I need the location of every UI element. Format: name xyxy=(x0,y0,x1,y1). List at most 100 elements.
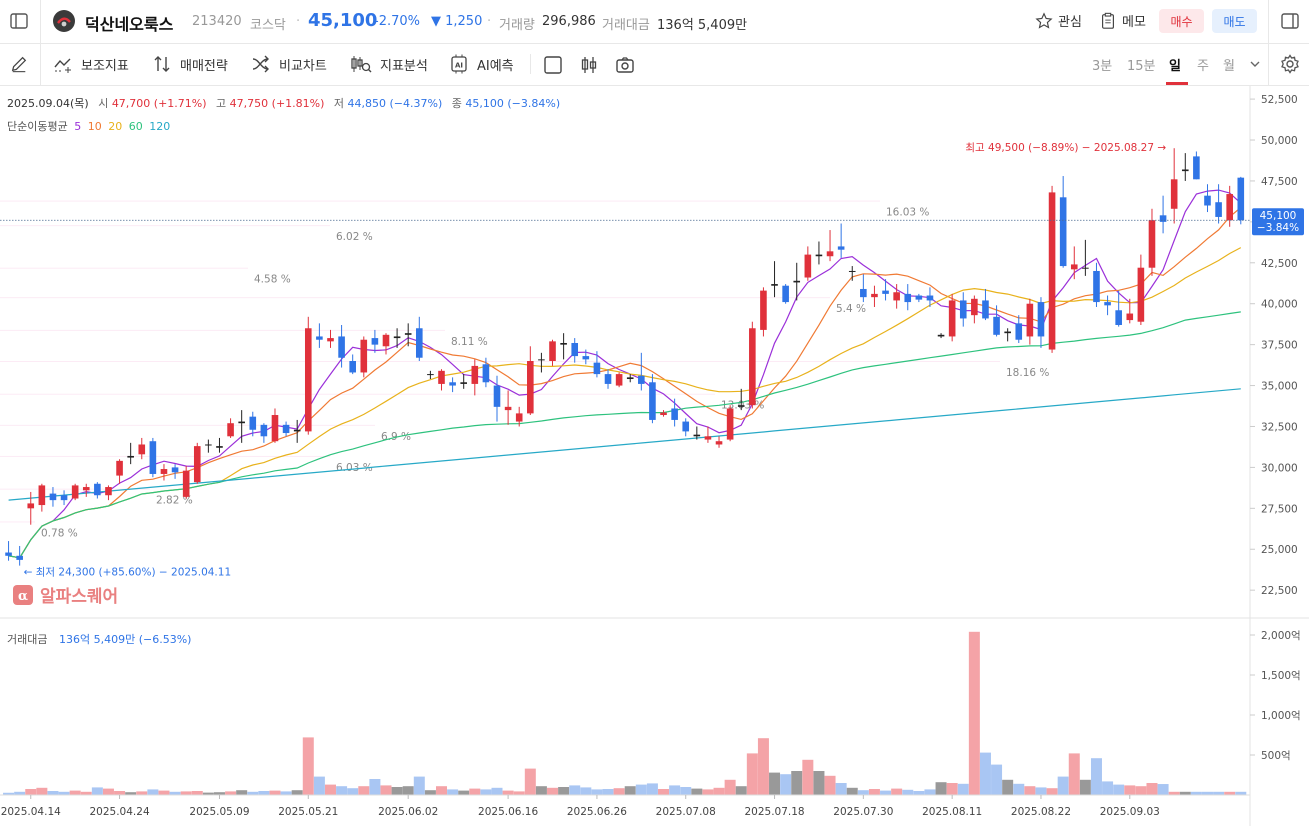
candle-body xyxy=(726,408,734,440)
volume-bar xyxy=(280,791,292,795)
ma120-label: 120 xyxy=(149,120,171,133)
ma20-line xyxy=(8,247,1242,559)
x-tick-label: 2025.06.26 xyxy=(567,806,627,818)
x-tick-label: 2025.07.08 xyxy=(656,806,716,818)
strategy-tool[interactable]: 매매전략 xyxy=(152,43,228,85)
volume-bar xyxy=(558,787,570,795)
watch-label: 관심 xyxy=(1058,15,1082,30)
volume-bar xyxy=(1013,783,1025,795)
volume-bar xyxy=(480,789,492,795)
memo-button[interactable]: 메모 xyxy=(1099,11,1146,30)
indicator-tool[interactable]: 보조지표 xyxy=(53,43,129,85)
candle-body xyxy=(249,416,257,430)
volume-bar xyxy=(691,788,703,795)
volume-bar xyxy=(1068,753,1080,795)
candle-body xyxy=(1137,267,1145,322)
ma120-line xyxy=(8,388,1241,501)
chevron-down-icon[interactable] xyxy=(1246,55,1264,73)
volume-profile-bar xyxy=(0,424,375,426)
candle-body xyxy=(94,483,101,496)
volume-bar xyxy=(757,738,769,795)
candle-body xyxy=(415,328,423,358)
volume-bar xyxy=(547,787,559,795)
trade-value-label: 거래대금 xyxy=(602,18,650,33)
candle-body xyxy=(1048,192,1056,350)
trade-value: 136억 5,409만 xyxy=(657,18,748,33)
candle-body xyxy=(948,300,956,337)
candle-body xyxy=(815,254,823,257)
volume-bar xyxy=(624,786,636,795)
volume-bar xyxy=(591,789,603,795)
watch-button[interactable]: 관심 xyxy=(1035,11,1082,30)
y-tick-label: 25,000 xyxy=(1261,544,1298,556)
checkbox-icon[interactable] xyxy=(542,54,564,76)
panel-toggle-icon[interactable] xyxy=(1279,10,1301,32)
candle-body xyxy=(882,290,889,294)
candle-body xyxy=(338,336,345,358)
x-tick-label: 2025.04.24 xyxy=(90,806,150,818)
y-tick-label: 47,500 xyxy=(1261,176,1298,188)
candle-body xyxy=(27,503,35,509)
volume-profile-label: 13.03 % xyxy=(721,400,764,412)
candle-body xyxy=(1070,264,1078,270)
candle-body xyxy=(538,359,545,361)
period-15min[interactable]: 15분 xyxy=(1127,58,1156,74)
candle-body xyxy=(804,254,812,278)
divider xyxy=(1268,43,1269,85)
candle-body xyxy=(1148,220,1156,268)
pencil-icon[interactable] xyxy=(8,53,30,75)
candle-body xyxy=(549,341,556,362)
candlestick-icon[interactable] xyxy=(578,54,600,76)
candle-body xyxy=(1004,331,1011,334)
volume-profile-label: 5.4 % xyxy=(836,303,866,315)
volume-bar xyxy=(746,753,758,795)
ma10-line xyxy=(8,207,1242,559)
divider xyxy=(530,54,531,74)
analysis-tool[interactable]: 지표분석 xyxy=(350,43,428,85)
volume-bar xyxy=(269,790,281,795)
ma-legend[interactable]: 단순이동평균 5 10 20 60 120 xyxy=(7,118,170,134)
gear-icon[interactable] xyxy=(1279,53,1301,75)
compare-tool[interactable]: 비교차트 xyxy=(251,43,327,85)
volume-bar xyxy=(580,787,592,795)
current-price-tag xyxy=(1252,208,1304,236)
camera-icon[interactable] xyxy=(614,54,636,76)
ai-forecast-tool[interactable]: AI AI예측 xyxy=(449,43,514,85)
period-month[interactable]: 월 xyxy=(1223,58,1235,74)
volume-bar xyxy=(813,771,825,795)
volume-bar xyxy=(391,787,403,795)
volume-bar xyxy=(169,791,181,795)
volume-profile-bar xyxy=(0,200,880,202)
current-price: 45,100 xyxy=(308,10,378,31)
candle-body xyxy=(749,328,756,406)
volume-profile-label: 0.78 % xyxy=(41,527,78,539)
y-tick-label: 40,000 xyxy=(1261,299,1298,311)
candle-body xyxy=(471,365,479,384)
volume-bar xyxy=(891,788,903,795)
candle-body xyxy=(649,382,656,420)
volume-bar xyxy=(80,791,92,795)
open-label: 시 xyxy=(98,97,109,110)
volume-profile-bar xyxy=(0,455,330,457)
period-week[interactable]: 주 xyxy=(1197,58,1209,74)
sidebar-toggle-icon[interactable] xyxy=(8,10,30,32)
volume-bar xyxy=(1090,758,1102,795)
low-annotation: ← 최저 24,300 (+85.60%) − 2025.04.11 xyxy=(24,567,232,579)
sell-button[interactable]: 매도 xyxy=(1212,9,1257,33)
x-tick-label: 2025.04.14 xyxy=(1,806,61,818)
candle-body xyxy=(382,334,390,347)
volume-bar xyxy=(358,786,370,795)
watermark-text: 알파스퀘어 xyxy=(40,587,119,607)
candle-body xyxy=(1170,179,1178,209)
volume-bar xyxy=(1046,788,1058,795)
volume-bar xyxy=(147,789,159,795)
buy-button[interactable]: 매수 xyxy=(1159,9,1204,33)
volume-bar xyxy=(435,786,447,795)
memo-label: 메모 xyxy=(1122,15,1146,30)
volume-bar xyxy=(380,785,392,795)
period-day[interactable]: 일 xyxy=(1169,58,1181,74)
volume-bar xyxy=(769,772,781,795)
period-3min[interactable]: 3분 xyxy=(1092,58,1113,74)
y-tick-label: 35,000 xyxy=(1261,381,1298,393)
